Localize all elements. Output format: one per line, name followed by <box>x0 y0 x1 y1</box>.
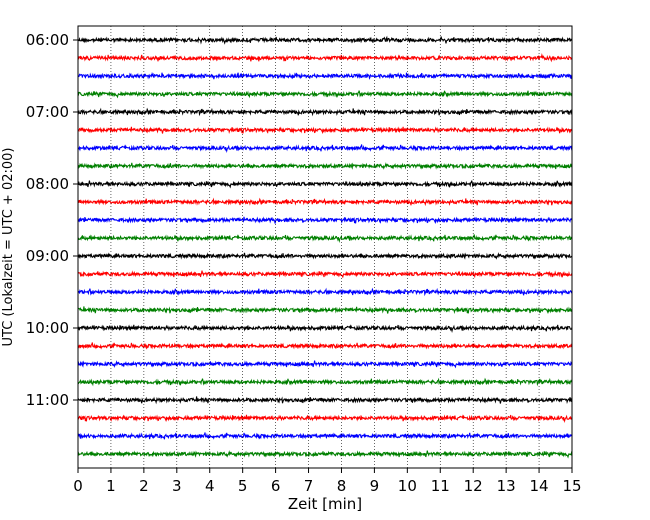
y-tick-label: 10:00 <box>26 319 69 337</box>
y-tick-label: 11:00 <box>26 391 69 409</box>
x-tick-label: 7 <box>304 477 314 495</box>
x-tick-label: 0 <box>73 477 83 495</box>
plot-frame <box>77 25 573 469</box>
trace-0930 <box>77 287 573 297</box>
y-tick-label: 07:00 <box>26 103 69 121</box>
x-tick-label: 5 <box>238 477 248 495</box>
trace-1145 <box>77 450 573 459</box>
y-axis-ticks: 06:00 07:00 08:00 09:00 10:00 11:00 <box>26 31 78 409</box>
x-tick-label: 8 <box>337 477 347 495</box>
trace-1045 <box>77 377 573 387</box>
trace-0815 <box>77 197 573 207</box>
trace-0800 <box>77 180 573 189</box>
trace-0730 <box>77 144 573 153</box>
x-tick-label: 12 <box>464 477 483 495</box>
trace-0945 <box>77 306 573 315</box>
seismic-traces <box>77 35 573 459</box>
trace-0745 <box>77 162 573 170</box>
x-tick-label: 13 <box>497 477 516 495</box>
trace-1030 <box>77 360 573 369</box>
trace-0830 <box>77 216 573 225</box>
trace-1000 <box>77 324 573 333</box>
x-axis-ticks: 0 1 2 3 4 5 6 7 8 9 10 11 12 13 14 15 <box>73 468 582 495</box>
trace-0915 <box>77 270 573 279</box>
x-tick-label: 9 <box>370 477 380 495</box>
y-axis-label: UTC (Lokalzeit = UTC + 02:00) <box>1 148 16 347</box>
x-tick-label: 14 <box>530 477 549 495</box>
trace-0645 <box>77 90 573 99</box>
trace-0630 <box>77 71 573 80</box>
x-tick-label: 11 <box>431 477 450 495</box>
x-gridlines <box>110 26 540 468</box>
trace-0615 <box>77 53 573 63</box>
trace-1100 <box>77 396 573 405</box>
x-tick-label: 2 <box>139 477 149 495</box>
x-axis-label: Zeit [min] <box>288 495 362 513</box>
y-tick-label: 08:00 <box>26 175 69 193</box>
y-tick-label: 06:00 <box>26 31 69 49</box>
x-tick-label: 6 <box>271 477 281 495</box>
trace-0700 <box>77 107 573 117</box>
trace-0600 <box>77 35 573 45</box>
trace-0845 <box>77 234 573 243</box>
trace-0715 <box>77 126 573 135</box>
x-tick-label: 4 <box>205 477 215 495</box>
x-tick-label: 3 <box>172 477 182 495</box>
trace-1015 <box>77 342 573 350</box>
x-tick-label: 1 <box>106 477 116 495</box>
x-tick-label: 15 <box>562 477 581 495</box>
trace-1130 <box>77 432 573 440</box>
trace-0900 <box>77 252 573 260</box>
y-tick-label: 09:00 <box>26 247 69 265</box>
trace-1115 <box>77 414 573 423</box>
x-tick-label: 10 <box>398 477 417 495</box>
